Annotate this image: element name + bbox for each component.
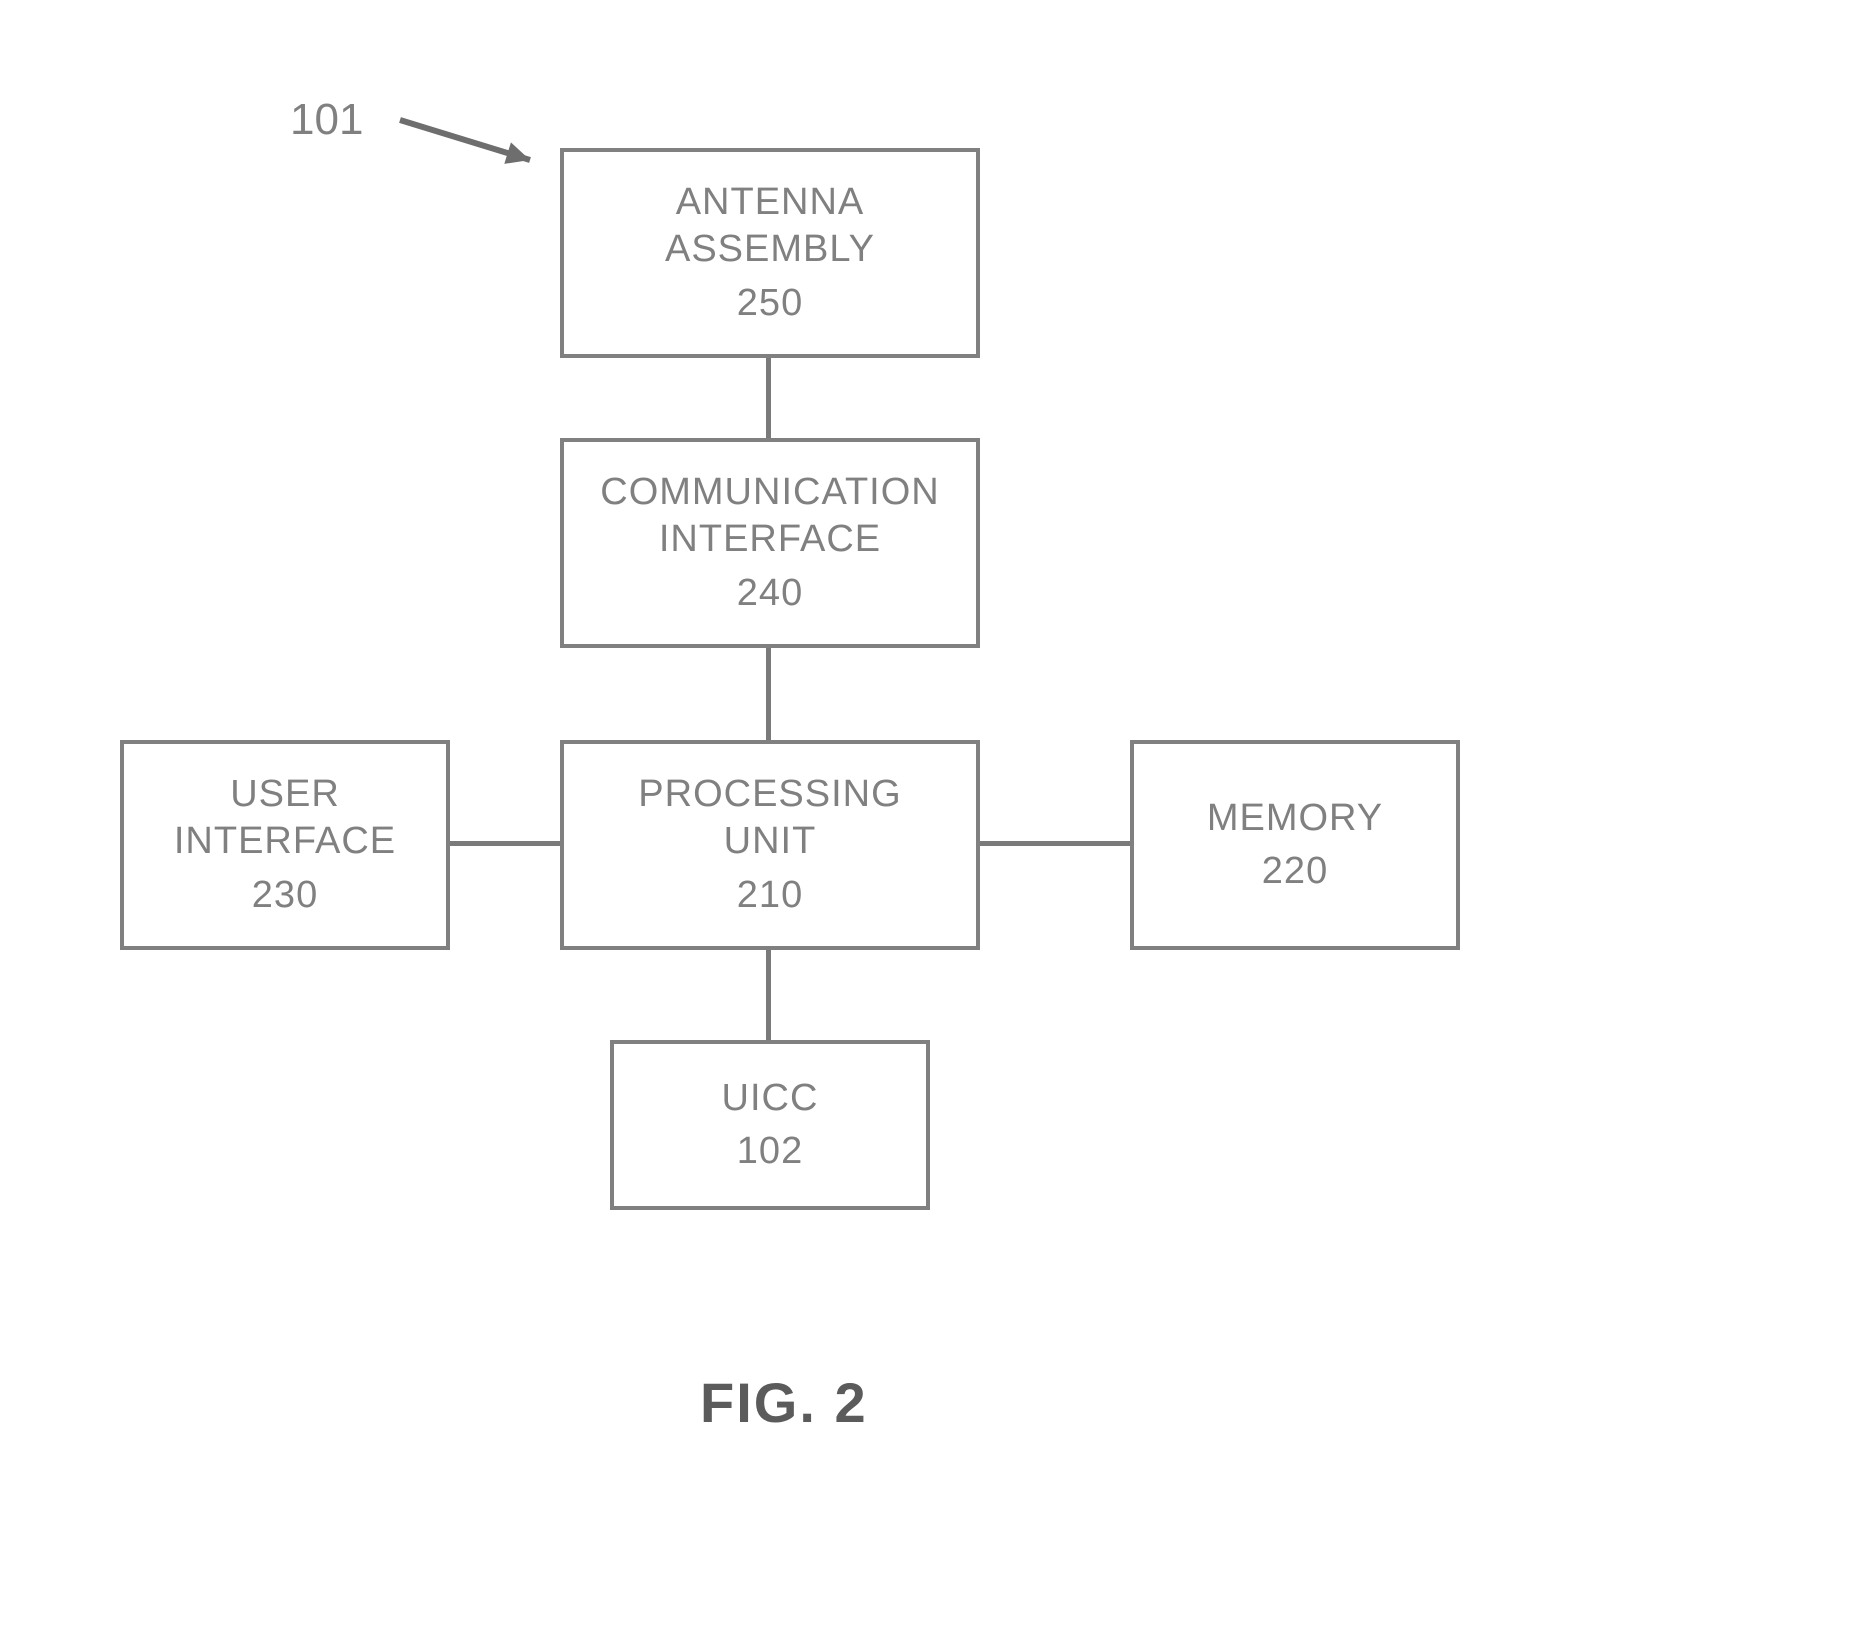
block-uicc: UICC 102 <box>610 1040 930 1210</box>
block-number: 220 <box>1262 848 1328 896</box>
block-label-line1: MEMORY <box>1207 795 1383 843</box>
reference-label: 101 <box>290 95 363 145</box>
block-label-line1: USER <box>230 771 340 819</box>
diagram-canvas: 101 ANTENNA ASSEMBLY 250 COMMUNICATION I… <box>0 0 1854 1650</box>
connector-line <box>450 841 560 846</box>
block-label-line1: ANTENNA <box>676 179 865 227</box>
figure-caption: FIG. 2 <box>700 1370 868 1435</box>
block-label-line1: UICC <box>722 1075 819 1123</box>
connector-line <box>766 648 771 740</box>
block-label-line1: PROCESSING <box>638 771 901 819</box>
block-user-interface: USER INTERFACE 230 <box>120 740 450 950</box>
connector-line <box>766 358 771 438</box>
block-number: 230 <box>252 872 318 920</box>
block-label-line2: INTERFACE <box>659 516 881 564</box>
block-antenna-assembly: ANTENNA ASSEMBLY 250 <box>560 148 980 358</box>
block-number: 210 <box>737 872 803 920</box>
block-number: 102 <box>737 1128 803 1176</box>
connector-line <box>980 841 1130 846</box>
block-label-line2: ASSEMBLY <box>665 226 875 274</box>
block-label-line1: COMMUNICATION <box>600 469 940 517</box>
block-number: 240 <box>737 570 803 618</box>
block-label-line2: UNIT <box>724 818 817 866</box>
block-communication-interface: COMMUNICATION INTERFACE 240 <box>560 438 980 648</box>
block-processing-unit: PROCESSING UNIT 210 <box>560 740 980 950</box>
connector-line <box>766 950 771 1040</box>
block-memory: MEMORY 220 <box>1130 740 1460 950</box>
reference-arrow <box>380 100 570 200</box>
block-number: 250 <box>737 280 803 328</box>
block-label-line2: INTERFACE <box>174 818 396 866</box>
